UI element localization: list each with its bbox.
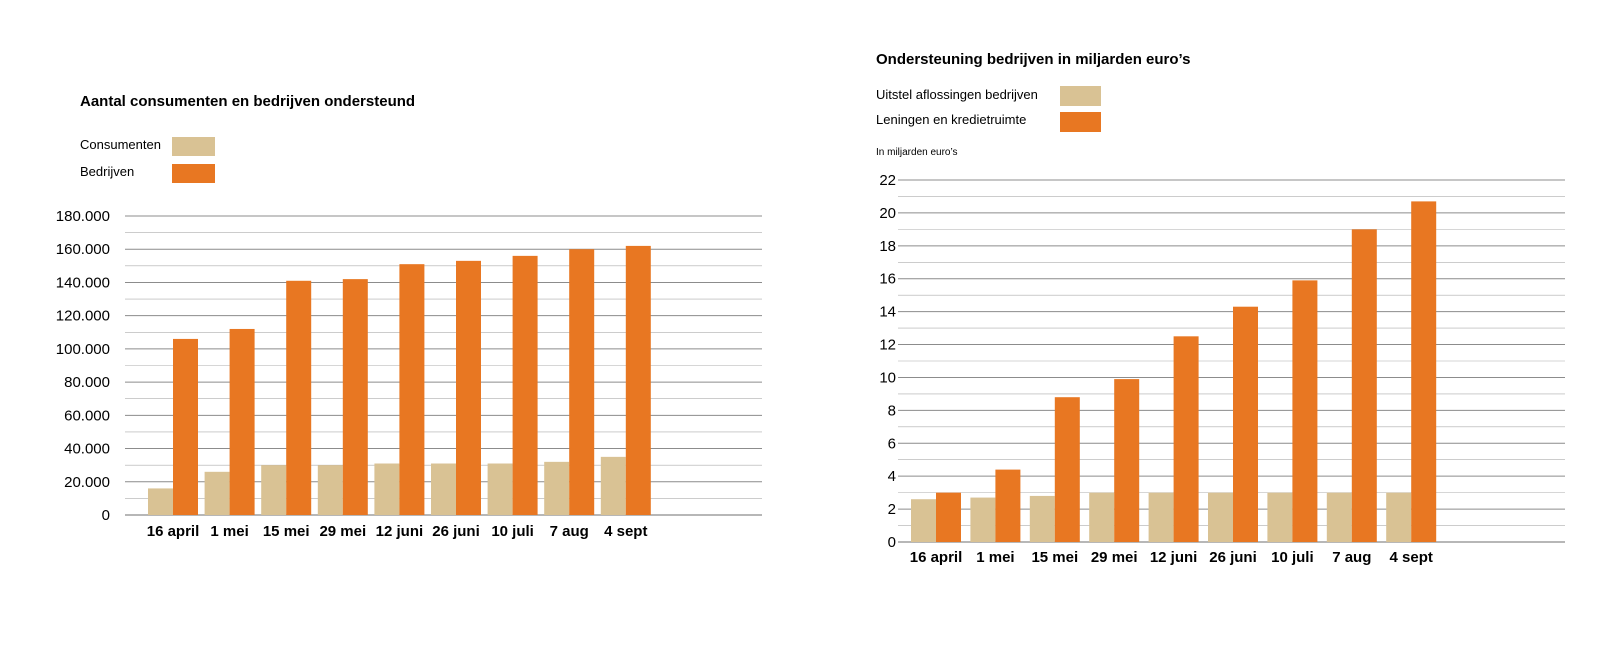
x-tick-label: 15 mei	[1031, 549, 1078, 566]
legend-label: Bedrijven	[80, 164, 134, 179]
bar-series-1	[431, 463, 456, 515]
x-tick-label: 10 juli	[1271, 549, 1314, 566]
bar-series-2	[286, 280, 312, 515]
chart-customers-businesses: Aantal consumenten en bedrijven onderste…	[56, 93, 762, 540]
x-tick-labels: 16 april 1 mei 15 mei 29 mei 12 juni 26 juni 1…	[147, 523, 648, 540]
y-tick-label: 160.000	[56, 241, 110, 258]
legend-swatch	[172, 137, 215, 156]
bar-series-1	[911, 499, 936, 542]
bar-series-2	[995, 469, 1021, 542]
x-tick-label: 12 juni	[376, 523, 424, 540]
y-tick-label: 60.000	[64, 407, 110, 424]
bars	[911, 201, 1437, 542]
bar-series-1	[1089, 492, 1115, 542]
y-tick-label: 40.000	[64, 441, 110, 458]
bar-series-2	[569, 249, 595, 515]
x-tick-label: 4 sept	[604, 523, 647, 540]
y-tick-label: 14	[879, 304, 896, 321]
bar-series-2	[625, 245, 651, 515]
y-tick-label: 140.000	[56, 274, 110, 291]
bar-series-1	[1267, 492, 1293, 542]
legend: Uitstel aflossingen bedrijven Leningen e…	[876, 86, 1101, 132]
y-tick-labels: 0 20.000 40.000 60.000 80.000 100.000 120.000 1…	[56, 208, 110, 524]
legend: Consumenten Bedrijven	[80, 137, 215, 183]
bar-series-2	[229, 328, 255, 515]
bar-series-1	[1386, 492, 1412, 542]
x-tick-label: 26 juni	[432, 523, 480, 540]
y-tick-label: 120.000	[56, 308, 110, 325]
y-tick-label: 18	[879, 238, 896, 255]
bar-series-2	[1351, 229, 1377, 542]
y-tick-label: 100.000	[56, 341, 110, 358]
gridlines	[898, 179, 1565, 543]
bar-series-1	[544, 461, 570, 515]
y-tick-label: 20.000	[64, 474, 110, 491]
legend-label: Uitstel aflossingen bedrijven	[876, 87, 1038, 102]
legend-swatch	[172, 164, 215, 183]
bar-series-2	[1292, 280, 1318, 542]
x-tick-label: 10 juli	[491, 523, 534, 540]
y-tick-label: 2	[888, 501, 896, 518]
bar-series-1	[970, 497, 996, 542]
y-tick-label: 10	[879, 369, 896, 386]
bar-series-1	[148, 488, 173, 515]
y-tick-label: 22	[879, 172, 896, 189]
bar-series-1	[261, 465, 287, 515]
chart-title: Ondersteuning bedrijven in miljarden eur…	[876, 51, 1191, 68]
y-tick-label: 16	[879, 271, 896, 288]
legend-swatch	[1060, 86, 1101, 106]
bar-series-2	[512, 255, 538, 515]
bar-series-1	[204, 471, 230, 515]
chart-title: Aantal consumenten en bedrijven onderste…	[80, 93, 415, 110]
bar-series-1	[317, 465, 343, 515]
legend-label: Leningen en kredietruimte	[876, 112, 1026, 127]
chart-business-support-billions: Ondersteuning bedrijven in miljarden eur…	[876, 51, 1565, 566]
legend-swatch	[1060, 112, 1101, 132]
x-tick-label: 7 aug	[550, 523, 589, 540]
x-tick-labels: 16 april 1 mei 15 mei 29 mei 12 juni 26 juni 1…	[910, 549, 1433, 566]
bar-series-2	[1411, 201, 1437, 542]
bar-series-1	[1208, 492, 1233, 542]
y-tick-label: 180.000	[56, 208, 110, 225]
bar-series-1	[600, 456, 626, 515]
bar-series-2	[1114, 379, 1140, 542]
bar-series-2	[1233, 306, 1258, 542]
bar-series-1	[1029, 495, 1055, 542]
x-tick-label: 29 mei	[1091, 549, 1138, 566]
x-tick-label: 12 juni	[1150, 549, 1198, 566]
y-tick-label: 0	[888, 534, 896, 551]
bar-series-2	[1173, 336, 1199, 542]
unit-label: In miljarden euro’s	[876, 147, 958, 158]
y-tick-label: 0	[102, 507, 110, 524]
x-tick-label: 29 mei	[319, 523, 366, 540]
bar-series-2	[173, 338, 198, 515]
bar-series-2	[1054, 397, 1080, 542]
x-tick-label: 16 april	[910, 549, 963, 566]
bar-series-2	[399, 264, 425, 515]
bar-series-2	[456, 260, 481, 515]
bars	[148, 245, 651, 515]
x-tick-label: 15 mei	[263, 523, 310, 540]
y-tick-label: 8	[888, 402, 896, 419]
bar-series-2	[342, 279, 368, 515]
bar-series-1	[487, 463, 513, 515]
y-tick-label: 20	[879, 205, 896, 222]
y-tick-label: 80.000	[64, 374, 110, 391]
x-tick-label: 26 juni	[1209, 549, 1257, 566]
x-tick-label: 1 mei	[976, 549, 1014, 566]
legend-label: Consumenten	[80, 137, 161, 152]
y-tick-label: 12	[879, 337, 896, 354]
x-tick-label: 16 april	[147, 523, 200, 540]
y-tick-label: 4	[888, 468, 896, 485]
y-tick-label: 6	[888, 435, 896, 452]
x-tick-label: 1 mei	[210, 523, 248, 540]
x-tick-label: 4 sept	[1390, 549, 1433, 566]
y-tick-labels: 0 2 4 6 8 10 12 14 16 18 20 22	[879, 172, 896, 551]
bar-series-1	[1148, 492, 1174, 542]
bar-series-1	[374, 463, 400, 515]
bar-series-2	[936, 492, 961, 542]
bar-series-1	[1326, 492, 1352, 542]
x-tick-label: 7 aug	[1332, 549, 1371, 566]
